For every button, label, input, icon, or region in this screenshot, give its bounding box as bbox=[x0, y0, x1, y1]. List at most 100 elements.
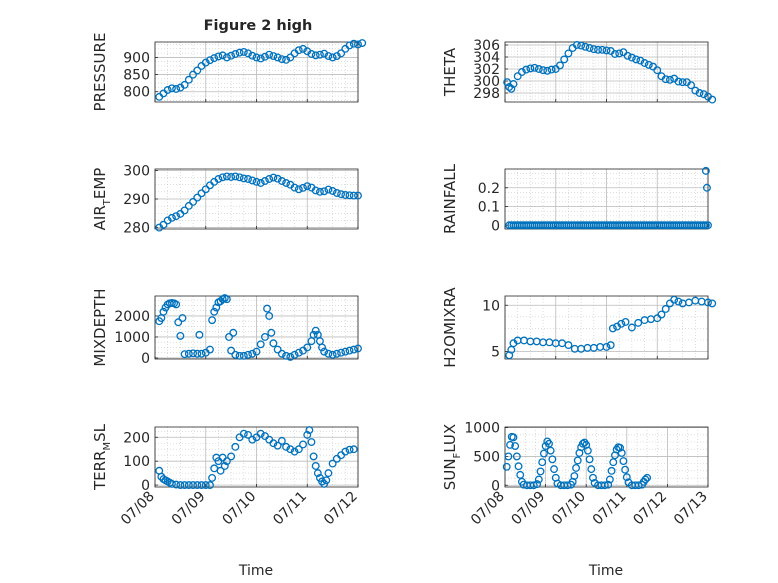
data-point bbox=[172, 212, 181, 221]
data-point bbox=[670, 295, 679, 304]
ytick-label: 0 bbox=[141, 478, 150, 494]
data-point bbox=[269, 173, 278, 182]
data-point bbox=[695, 89, 704, 97]
data-point bbox=[354, 191, 362, 200]
ytick-label: 800 bbox=[123, 85, 150, 101]
data-point bbox=[354, 40, 362, 49]
data-point bbox=[189, 197, 198, 206]
ytick-label: 0.2 bbox=[478, 181, 500, 197]
data-point bbox=[538, 458, 547, 467]
ytick-label: 10 bbox=[482, 298, 500, 314]
data-point bbox=[341, 191, 350, 199]
subplot-rainfall: 0 0.1 0.2 RAINFALL bbox=[441, 163, 712, 234]
data-point bbox=[550, 465, 559, 474]
ytick-label: 280 bbox=[123, 221, 150, 237]
data-point bbox=[545, 439, 553, 448]
data-point bbox=[583, 446, 592, 455]
data-point bbox=[589, 473, 597, 482]
data-point bbox=[210, 307, 219, 316]
data-point bbox=[294, 445, 303, 454]
data-point bbox=[507, 84, 516, 93]
data-point bbox=[222, 457, 231, 466]
data-point bbox=[218, 51, 227, 60]
data-point bbox=[661, 305, 670, 313]
data-point bbox=[311, 462, 320, 470]
data-point bbox=[206, 481, 214, 490]
data-point bbox=[572, 464, 580, 472]
data-point bbox=[184, 349, 193, 358]
data-point bbox=[167, 213, 176, 222]
ytick-label: 1000 bbox=[464, 421, 500, 437]
data-point bbox=[159, 220, 168, 229]
data-point bbox=[548, 455, 557, 464]
data-point bbox=[252, 53, 261, 62]
data-point bbox=[189, 349, 198, 358]
data-point bbox=[195, 330, 204, 339]
data-point bbox=[341, 347, 350, 356]
ytick-label: 300 bbox=[473, 74, 500, 90]
ylabel-rainfall: RAINFALL bbox=[441, 163, 459, 234]
data-point bbox=[328, 350, 337, 359]
data-point bbox=[273, 345, 282, 354]
data-point bbox=[208, 316, 217, 325]
data-point bbox=[594, 45, 602, 54]
data-point bbox=[539, 449, 548, 458]
data-point bbox=[180, 206, 189, 215]
data-point bbox=[324, 52, 333, 61]
data-point bbox=[286, 53, 295, 62]
data-point bbox=[337, 190, 346, 199]
data-point bbox=[231, 442, 240, 451]
ytick-label: 0 bbox=[491, 478, 500, 494]
data-point bbox=[184, 75, 193, 84]
ytick-label: 300 bbox=[123, 163, 150, 179]
data-point bbox=[290, 183, 299, 192]
data-point bbox=[606, 341, 615, 350]
ytick-label: 290 bbox=[123, 192, 150, 208]
data-point bbox=[560, 55, 569, 64]
data-point bbox=[570, 472, 579, 480]
data-point bbox=[294, 46, 303, 55]
ytick-label: 0 bbox=[141, 351, 150, 367]
data-point bbox=[665, 75, 674, 84]
data-point bbox=[180, 80, 189, 89]
data-point bbox=[290, 350, 299, 359]
data-point bbox=[210, 54, 219, 63]
data-point bbox=[581, 42, 590, 51]
data-point bbox=[239, 47, 248, 56]
data-point bbox=[616, 443, 624, 452]
data-point bbox=[248, 51, 257, 60]
data-point bbox=[320, 347, 329, 356]
data-point bbox=[607, 466, 616, 475]
data-point bbox=[227, 51, 236, 60]
data-point bbox=[636, 56, 645, 65]
data-point bbox=[273, 441, 282, 450]
data-point bbox=[587, 465, 596, 474]
data-point bbox=[653, 66, 662, 75]
data-point bbox=[611, 50, 619, 58]
data-point bbox=[311, 326, 320, 335]
data-point bbox=[222, 295, 231, 304]
data-point bbox=[282, 179, 291, 187]
data-point bbox=[239, 429, 248, 438]
ytick-label: 0 bbox=[491, 218, 500, 234]
data-point bbox=[172, 300, 181, 309]
data-point bbox=[526, 64, 535, 73]
data-point bbox=[248, 176, 257, 185]
data-point bbox=[632, 55, 641, 64]
data-point bbox=[602, 46, 611, 55]
data-point bbox=[345, 191, 354, 200]
subplot-air-temp: 280 290 300 AIRTEMP bbox=[91, 163, 362, 237]
data-point bbox=[244, 350, 252, 359]
ytick-label: 200 bbox=[123, 430, 150, 446]
data-point bbox=[534, 65, 543, 73]
data-point bbox=[231, 172, 240, 181]
data-point bbox=[244, 175, 252, 183]
data-point bbox=[231, 50, 240, 58]
ytick-label: 2000 bbox=[114, 309, 150, 325]
data-point bbox=[511, 442, 520, 450]
data-point bbox=[657, 310, 666, 319]
data-point bbox=[303, 343, 312, 352]
data-point bbox=[286, 352, 295, 361]
